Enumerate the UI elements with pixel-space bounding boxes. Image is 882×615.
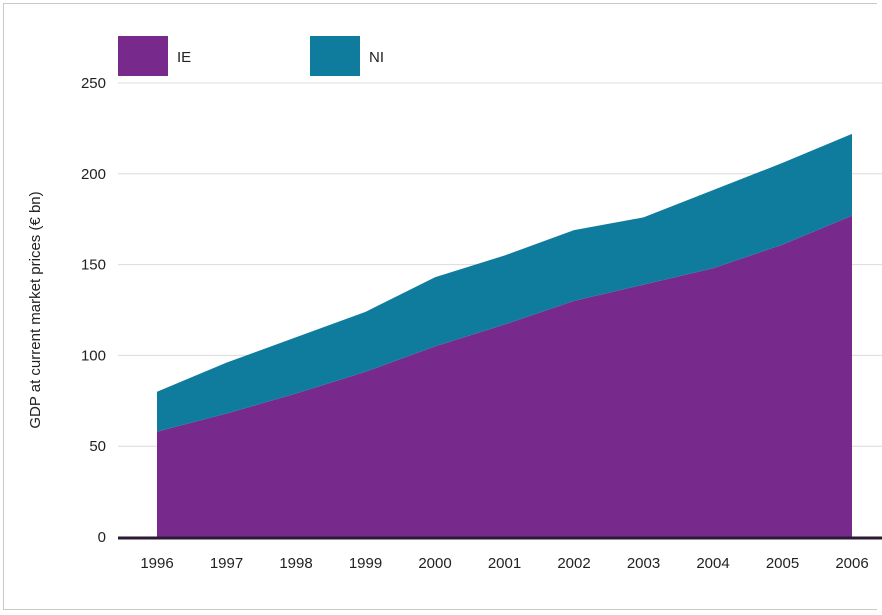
x-tick-label: 1999 [349, 555, 382, 572]
x-tick-label: 2006 [835, 555, 868, 572]
legend-label-ie: IE [177, 49, 191, 66]
y-tick-label: 50 [89, 438, 106, 455]
axes: 0 50 100 150 200 250 1996 1997 1998 1999 2000 2001 2… [81, 75, 882, 572]
legend-swatch-ni [310, 36, 360, 76]
area-series [157, 133, 852, 537]
area-ie [157, 215, 852, 537]
y-axis-title: GDP at current market prices (€ bn) [27, 191, 44, 428]
x-tick-label: 2002 [557, 555, 590, 572]
legend-swatch-ie [118, 36, 168, 76]
area-ni [157, 133, 852, 432]
x-tick-label: 2004 [696, 555, 729, 572]
y-tick-label: 150 [81, 257, 106, 274]
x-tick-label: 1996 [140, 555, 173, 572]
x-tick-label: 2001 [488, 555, 521, 572]
x-tick-label: 1997 [210, 555, 243, 572]
y-tick-label: 250 [81, 75, 106, 92]
x-tick-label: 2003 [627, 555, 660, 572]
legend-label-ni: NI [369, 49, 384, 66]
y-tick-label: 0 [98, 529, 106, 546]
x-tick-label: 2005 [766, 555, 799, 572]
y-tick-label: 100 [81, 347, 106, 364]
legend: IE NI [118, 36, 384, 76]
y-tick-label: 200 [81, 166, 106, 183]
x-tick-label: 1998 [279, 555, 312, 572]
x-tick-label: 2000 [418, 555, 451, 572]
